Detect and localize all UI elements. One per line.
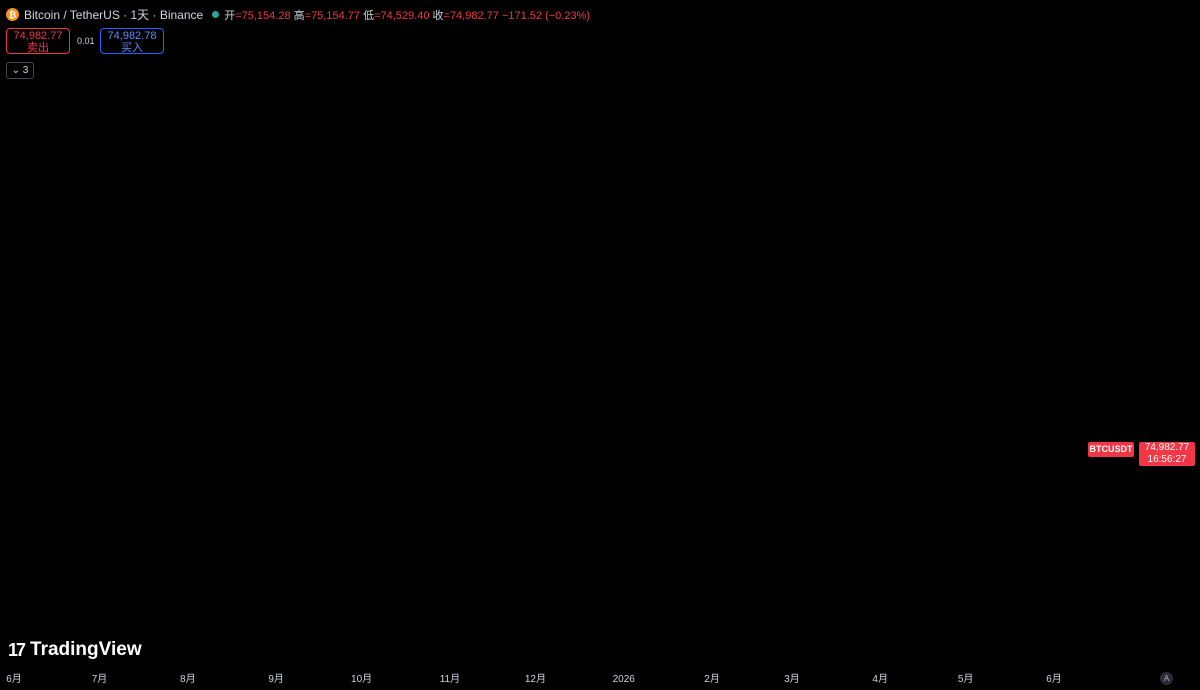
- time-tick-label: 10月: [351, 673, 372, 685]
- time-tick-label: 4月: [872, 673, 888, 685]
- time-axis[interactable]: 6月 7月 8月 9月 10月 11月 12月 2026 2月 3月 4月 5月 6月: [6, 673, 1062, 685]
- sell-price: 74,982.77: [13, 30, 63, 42]
- buy-label: 买入: [121, 42, 143, 54]
- tradingview-logo-text: TradingView: [30, 639, 142, 660]
- spread-value: 0.01: [77, 36, 95, 46]
- time-tick-label: 9月: [268, 673, 284, 685]
- last-price-label: 74,982.77 16:56:27: [1139, 442, 1195, 466]
- time-tick-label: 3月: [784, 673, 800, 685]
- time-tick-label: 8月: [180, 673, 196, 685]
- auto-scale-icon[interactable]: A: [1160, 672, 1173, 685]
- time-tick-label: 6月: [1046, 673, 1062, 685]
- market-status-dot: [212, 11, 220, 18]
- time-tick-label: 7月: [92, 673, 108, 685]
- time-tick-label: 6月: [6, 673, 22, 685]
- time-tick-label: 2026: [613, 674, 636, 685]
- time-tick-label: 5月: [958, 673, 974, 685]
- time-tick-label: 2月: [704, 673, 720, 685]
- indicators-count: 3: [22, 65, 29, 76]
- time-tick-label: 11月: [440, 673, 460, 685]
- time-tick-label: 12月: [525, 673, 546, 685]
- buy-button[interactable]: 74,982.78 买入: [100, 28, 164, 54]
- buy-price: 74,982.78: [107, 30, 157, 42]
- last-price-value: 74,982.77: [1144, 442, 1190, 453]
- chevron-down-icon: ⌄: [11, 65, 21, 76]
- sell-button[interactable]: 74,982.77 卖出: [6, 28, 70, 54]
- symbol-header: ₿ Bitcoin / TetherUS · 1天 · Binance 开=75…: [6, 6, 590, 23]
- bar-countdown: 16:56:27: [1147, 454, 1187, 465]
- bitcoin-icon: ₿: [6, 8, 19, 21]
- symbol-title[interactable]: Bitcoin / TetherUS · 1天 · Binance: [24, 8, 204, 22]
- indicators-toggle-button[interactable]: ⌄ 3: [6, 62, 34, 79]
- tradingview-mark-icon: 17: [8, 639, 26, 660]
- symbol-price-tag: BTCUSDT: [1088, 442, 1134, 457]
- ohlc-readout: 开=75,154.28 高=75,154.77 低=74,529.40 收=74…: [224, 9, 591, 22]
- sell-label: 卖出: [27, 42, 49, 54]
- tradingview-logo: 17 TradingView: [8, 639, 142, 661]
